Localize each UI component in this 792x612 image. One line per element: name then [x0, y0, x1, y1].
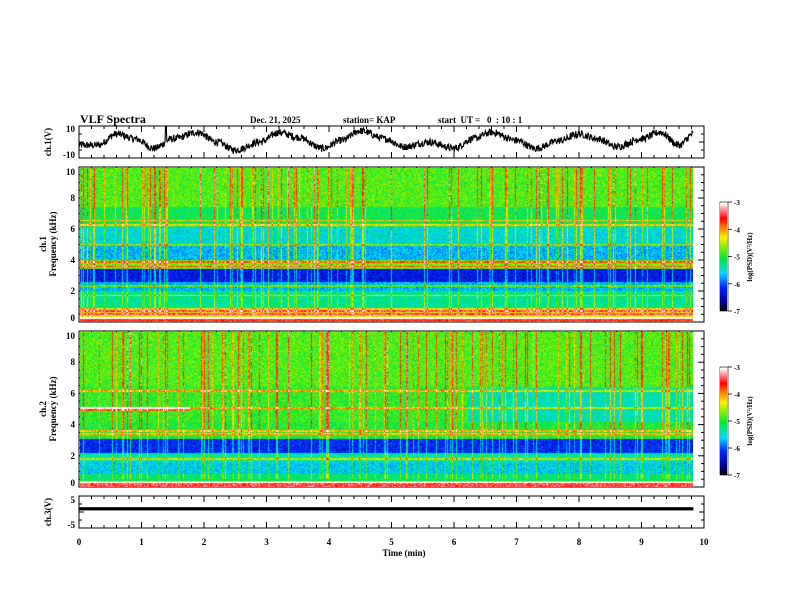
- colorbar-tick-label: -4: [734, 226, 740, 234]
- ch2-spectrogram-ylabel-line2: Frequency (kHz): [48, 376, 58, 441]
- x-axis-tick-labels: 0 1 2 3 4 5 6 7 8 9 10: [77, 537, 709, 547]
- colorbar-tick-label: -5: [734, 254, 740, 262]
- ch1-waveform-panel: 10 -10 ch.1(V): [43, 124, 705, 160]
- x-tick-label: 0: [77, 537, 82, 547]
- colorbar-tick-label: -7: [734, 308, 740, 316]
- x-axis-label: Time (min): [382, 548, 425, 558]
- spectrogram-ytick-label: 0: [71, 313, 76, 323]
- x-tick-label: 9: [639, 537, 644, 547]
- colorbar-tick-label: -5: [734, 418, 740, 426]
- ch2-spectrogram-ylabel-line1: ch.2: [38, 401, 48, 417]
- colorbar-tick-label: -3: [734, 364, 740, 372]
- colorbar-tick-label: -4: [734, 391, 740, 399]
- spectrogram-ytick-label: 10: [66, 167, 76, 177]
- spectrogram-ytick-label: 4: [71, 420, 76, 430]
- spectrogram-ytick-label: 8: [71, 357, 76, 367]
- spectrogram-ytick-label: 2: [71, 286, 76, 296]
- x-tick-label: 5: [389, 537, 394, 547]
- station-label: station= KAP: [343, 115, 396, 125]
- ch1-spectrogram-ylabel-line2: Frequency (kHz): [48, 211, 58, 276]
- x-tick-label: 8: [577, 537, 582, 547]
- figure-title: VLF Spectra: [80, 112, 146, 126]
- ch2-colorbar-gradient: [720, 368, 727, 475]
- ch1-spectrogram-ylabel-line1: ch.1: [38, 236, 48, 252]
- start-ut-label: start UT = 0 : 10 : 1: [438, 115, 523, 125]
- ch1-spectrogram-heatmap: [80, 168, 693, 322]
- ch1-colorbar-gradient: [720, 203, 727, 311]
- ch1-ylabel: ch.1(V): [43, 128, 53, 156]
- colorbar-tick-label: -6: [734, 445, 740, 453]
- x-tick-label: 6: [452, 537, 457, 547]
- ch1-trace: [78, 125, 694, 155]
- ch3-waveform-panel: 5 -5 ch.3(V): [43, 495, 705, 530]
- spectrogram-ytick-label: 0: [71, 478, 76, 488]
- spectrogram-ytick-label: 4: [71, 255, 76, 265]
- x-tick-label: 7: [514, 537, 519, 547]
- spectrogram-ytick-label: 2: [71, 451, 76, 461]
- ch3-trace: [79, 507, 694, 511]
- ch1-ytick-label: -10: [63, 150, 75, 160]
- spectrogram-ytick-label: 6: [71, 224, 76, 234]
- ch1-ytick-label: 10: [66, 124, 76, 134]
- x-tick-label: 4: [327, 537, 332, 547]
- colorbar-tick-label: -3: [734, 199, 740, 207]
- ch2-spectrogram-heatmap: [80, 332, 693, 487]
- spectrogram-ytick-label: 8: [71, 193, 76, 203]
- colorbar-tick-label: -7: [734, 472, 740, 480]
- spectrogram-ytick-label: 6: [71, 388, 76, 398]
- x-tick-label: 2: [202, 537, 207, 547]
- ch3-ylabel: ch.3(V): [43, 498, 53, 526]
- spectrogram-ytick-label: 10: [66, 331, 76, 341]
- x-tick-label: 1: [139, 537, 144, 547]
- ch3-ytick-label: 5: [71, 495, 76, 505]
- date-label: Dec. 21, 2025: [250, 115, 301, 125]
- x-tick-label: 10: [700, 537, 710, 547]
- x-tick-label: 3: [264, 537, 269, 547]
- ch3-ytick-label: -5: [68, 520, 76, 530]
- colorbar-tick-label: -6: [734, 281, 740, 289]
- ch2-colorbar-label: log(PSD)(V²/Hz): [746, 396, 754, 446]
- ch1-colorbar-label: log(PSD)(V²/Hz): [746, 232, 754, 282]
